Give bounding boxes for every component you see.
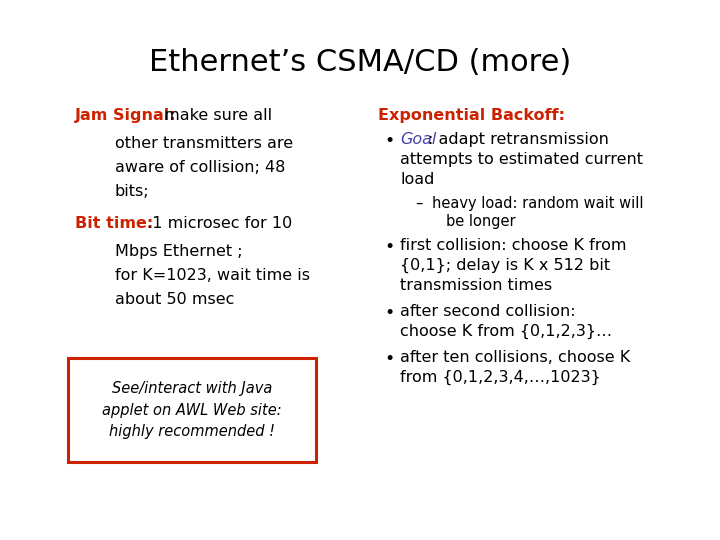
Text: from {0,1,2,3,4,…,1023}: from {0,1,2,3,4,…,1023} [400,370,600,385]
Text: .1 microsec for 10: .1 microsec for 10 [142,216,292,231]
Text: other transmitters are: other transmitters are [115,136,293,151]
Text: Mbps Ethernet ;: Mbps Ethernet ; [115,244,243,259]
Text: for K=1023, wait time is: for K=1023, wait time is [115,268,310,283]
Text: bits;: bits; [115,184,150,199]
Text: after second collision:: after second collision: [400,304,575,319]
Text: load: load [400,172,434,187]
Text: See/interact with Java
applet on AWL Web site:
highly recommended !: See/interact with Java applet on AWL Web… [102,381,282,439]
Text: {0,1}; delay is K x 512 bit: {0,1}; delay is K x 512 bit [400,258,610,273]
Text: transmission times: transmission times [400,278,552,293]
Text: Bit time:: Bit time: [75,216,153,231]
Text: choose K from {0,1,2,3}…: choose K from {0,1,2,3}… [400,324,612,339]
Text: attempts to estimated current: attempts to estimated current [400,152,643,167]
Text: •: • [384,350,395,368]
Text: aware of collision; 48: aware of collision; 48 [115,160,285,175]
Text: Goal: Goal [400,132,436,147]
Text: Jam Signal:: Jam Signal: [75,108,176,123]
Text: •: • [384,304,395,322]
Text: : adapt retransmission: : adapt retransmission [428,132,609,147]
Text: Exponential Backoff:: Exponential Backoff: [378,108,565,123]
Text: make sure all: make sure all [159,108,272,123]
Text: •: • [384,132,395,150]
Text: first collision: choose K from: first collision: choose K from [400,238,626,253]
Text: about 50 msec: about 50 msec [115,292,235,307]
Text: be longer: be longer [446,214,516,229]
Text: Ethernet’s CSMA/CD (more): Ethernet’s CSMA/CD (more) [149,48,571,77]
Text: •: • [384,238,395,256]
Text: after ten collisions, choose K: after ten collisions, choose K [400,350,630,365]
Bar [68,358,316,462]
Text: –: – [415,196,423,211]
Text: heavy load: random wait will: heavy load: random wait will [432,196,644,211]
